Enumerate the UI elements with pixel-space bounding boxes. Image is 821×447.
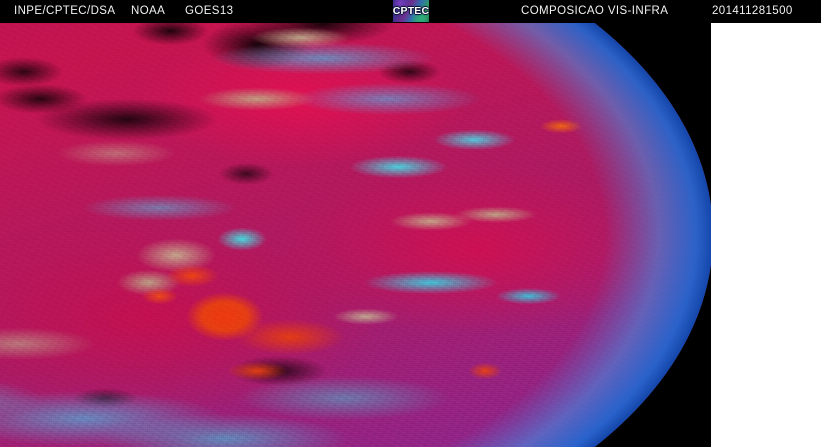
cptec-logo-text: CPTEC	[393, 5, 429, 17]
header-satellite-label: GOES13	[185, 5, 234, 17]
header-product-label: COMPOSICAO VIS-INFRA	[521, 5, 669, 17]
header-operator-label: NOAA	[131, 5, 166, 17]
earth-disk	[0, 23, 713, 447]
header-agency-label: INPE/CPTEC/DSA	[14, 5, 116, 17]
side-panel	[711, 23, 821, 447]
cptec-logo-icon: CPTEC	[393, 0, 429, 22]
satellite-imagery-canvas	[0, 23, 821, 447]
header-timestamp-label: 201411281500	[712, 5, 793, 17]
atmospheric-limb-glow	[0, 23, 713, 447]
header-bar: INPE/CPTEC/DSA NOAA GOES13 CPTEC COMPOSI…	[0, 0, 821, 23]
